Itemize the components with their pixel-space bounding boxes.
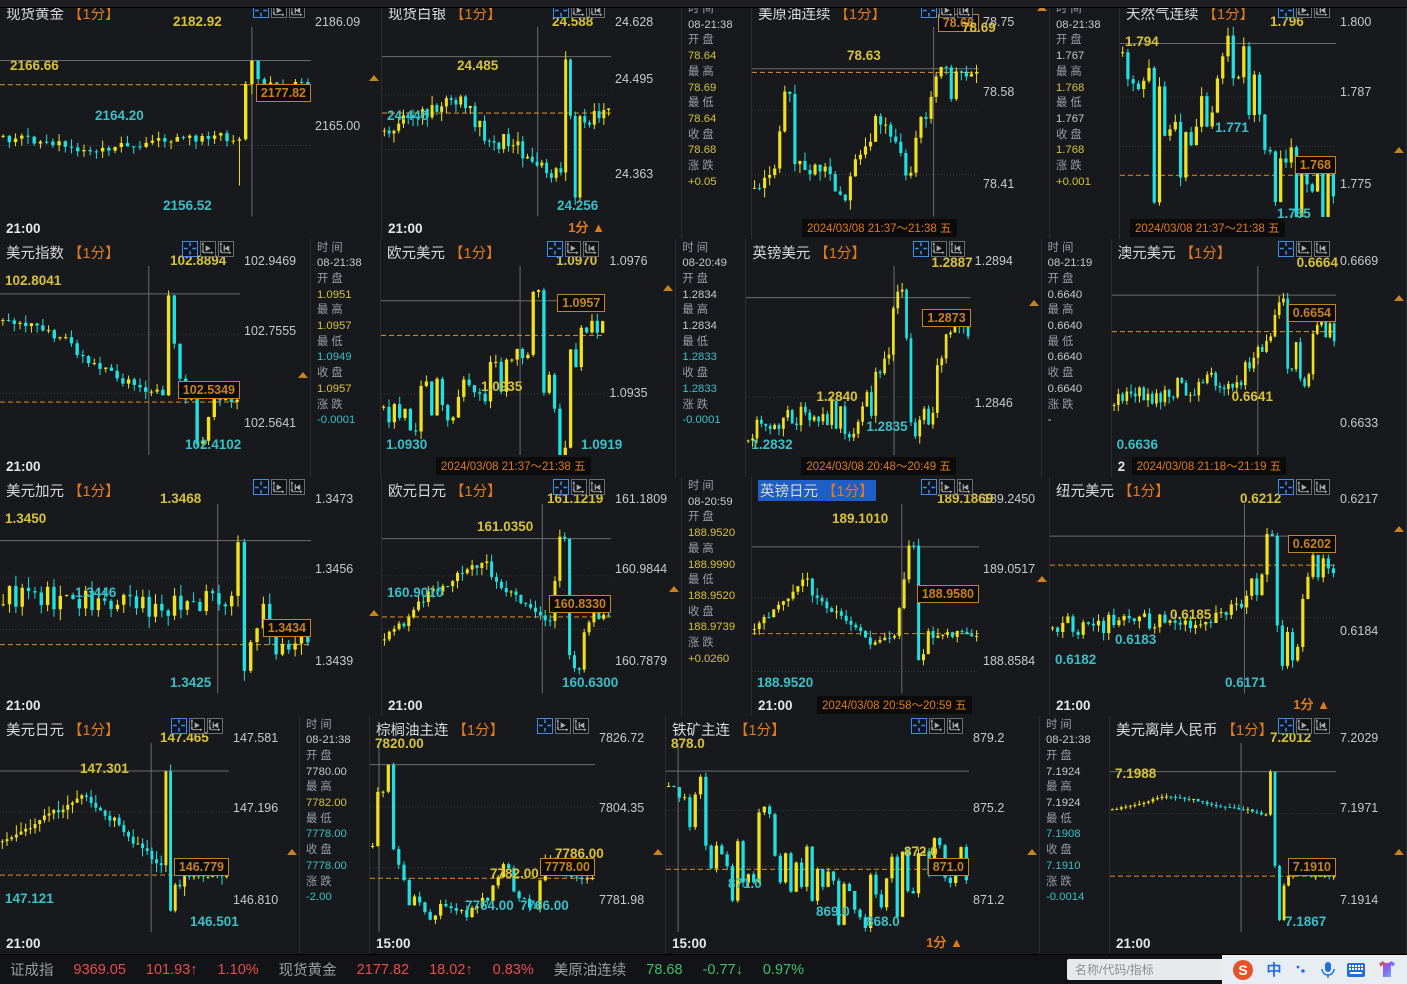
svg-text:S: S	[1238, 962, 1247, 978]
svg-text:中: 中	[1266, 961, 1281, 979]
